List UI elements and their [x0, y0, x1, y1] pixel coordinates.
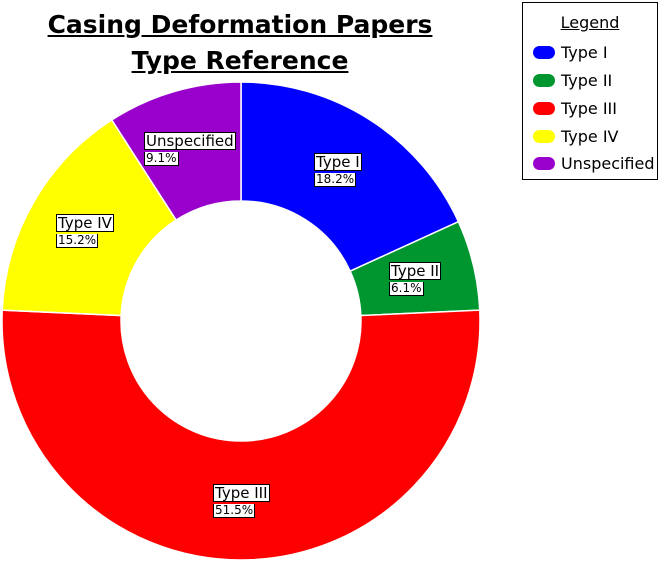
data-label-type-iv: Type IV 15.2%	[56, 214, 114, 248]
data-label-value: 18.2%	[314, 172, 357, 187]
data-label-value: 51.5%	[213, 503, 256, 518]
legend-swatch	[533, 156, 555, 170]
data-label-value: 6.1%	[389, 281, 424, 296]
legend-item-type-i: Type I	[533, 41, 608, 63]
data-label-value: 15.2%	[56, 233, 99, 248]
legend-swatch	[533, 45, 555, 59]
data-label-name: Type I	[314, 153, 362, 171]
data-label-unspecified: Unspecified 9.1%	[144, 132, 236, 166]
legend: Legend Type I Type II Type III Type IV U…	[522, 2, 658, 180]
legend-item-unspecified: Unspecified	[533, 152, 655, 174]
legend-swatch	[533, 129, 555, 143]
chart-title-line1: Casing Deformation Papers	[47, 10, 433, 39]
legend-label: Type IV	[561, 126, 619, 146]
legend-item-type-ii: Type II	[533, 69, 612, 91]
data-label-name: Type III	[213, 484, 270, 502]
legend-label: Type III	[561, 98, 617, 118]
data-label-value: 9.1%	[144, 151, 179, 166]
donut-slice-unspecified	[110, 81, 242, 222]
legend-swatch	[533, 101, 555, 115]
legend-item-type-iv: Type IV	[533, 125, 619, 147]
chart-title-line2: Type Reference	[131, 46, 349, 75]
legend-title: Legend	[560, 13, 620, 32]
data-label-type-ii: Type II 6.1%	[389, 262, 442, 296]
donut-slice-type-iii	[1, 309, 481, 561]
legend-label: Unspecified	[561, 153, 655, 173]
data-label-name: Type IV	[56, 214, 114, 232]
legend-item-type-iii: Type III	[533, 97, 617, 119]
data-label-name: Unspecified	[144, 132, 236, 150]
legend-label: Type I	[561, 42, 608, 62]
data-label-type-iii: Type III 51.5%	[213, 484, 270, 518]
legend-swatch	[533, 73, 555, 87]
data-label-type-i: Type I 18.2%	[314, 153, 362, 187]
data-label-name: Type II	[389, 262, 442, 280]
legend-label: Type II	[561, 70, 613, 90]
